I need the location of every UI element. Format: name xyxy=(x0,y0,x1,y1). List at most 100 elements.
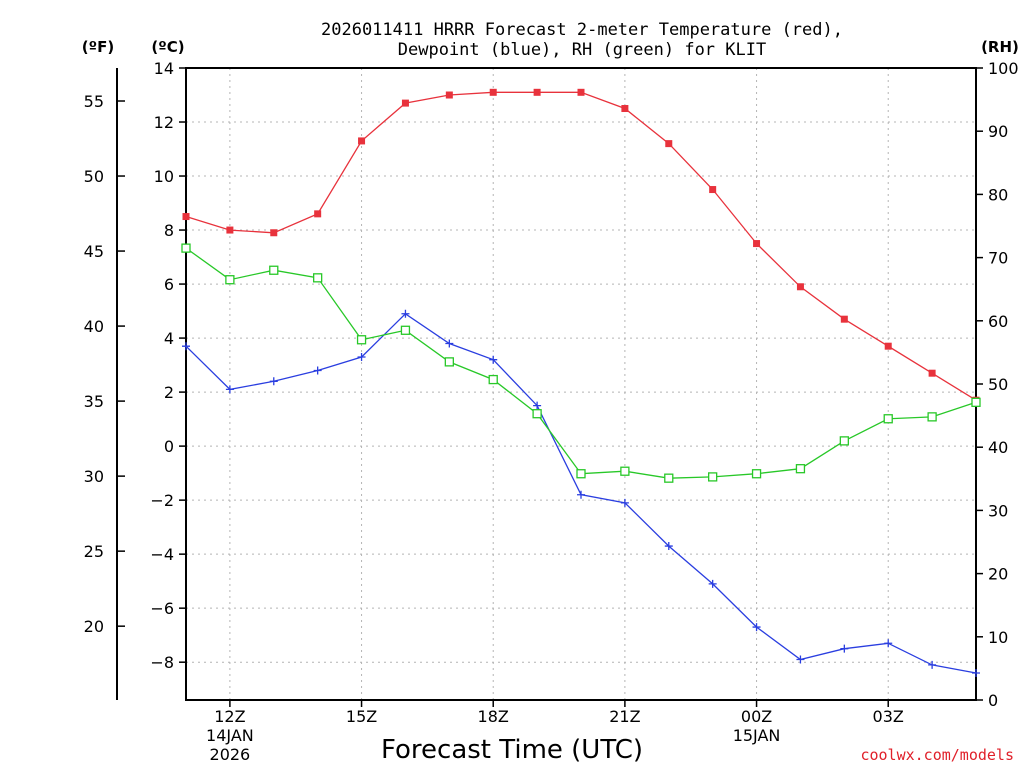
temperature-point xyxy=(270,229,278,237)
fahrenheit-tick-label: 55 xyxy=(84,92,104,111)
rh-tick-label: 50 xyxy=(988,375,1008,394)
temperature-point xyxy=(709,186,717,194)
rh-point xyxy=(620,466,630,476)
fahrenheit-tick-label: 25 xyxy=(84,542,104,561)
temperature-point xyxy=(489,88,497,96)
x-date-label: 14JAN xyxy=(206,726,254,745)
gridlines xyxy=(186,67,976,700)
celsius-tick-label: −6 xyxy=(150,599,174,618)
temperature-point xyxy=(182,213,190,221)
rh-tick-label: 10 xyxy=(988,628,1008,647)
dewpoint-point xyxy=(401,309,410,318)
rh-tick-label: 80 xyxy=(988,185,1008,204)
temperature-series xyxy=(182,88,980,404)
celsius-unit-label: (ºC) xyxy=(151,38,184,56)
dewpoint-point xyxy=(577,490,585,499)
dewpoint-point xyxy=(620,498,629,507)
rh-tick-label: 90 xyxy=(988,122,1008,141)
plot-frame xyxy=(185,67,977,701)
rh-tick-label: 30 xyxy=(988,501,1008,520)
dewpoint-series xyxy=(182,309,980,677)
celsius-tick-label: 10 xyxy=(154,167,174,186)
rh-point xyxy=(971,397,981,407)
celsius-tick-label: −2 xyxy=(150,491,174,510)
temperature-point xyxy=(928,369,936,377)
dewpoint-point xyxy=(840,644,849,653)
dewpoint-point xyxy=(533,401,542,410)
rh-tick-label: 60 xyxy=(988,312,1008,331)
rh-point xyxy=(356,335,367,345)
temperature-point xyxy=(796,283,804,291)
rh-tick-label: 70 xyxy=(988,249,1008,268)
fahrenheit-tick-label: 20 xyxy=(84,617,104,636)
celsius-tick-label: 2 xyxy=(164,383,174,402)
x-axis-title: Forecast Time (UTC) xyxy=(381,735,643,765)
temperature-point xyxy=(840,315,848,323)
dewpoint-point xyxy=(445,339,454,348)
rh-point xyxy=(751,469,762,479)
tick-labels: −8 −6 −4 −2 0 2 4 6 8 10 12 14 20 25 30 35 40 45 50 55 0 10 20… xyxy=(84,59,1019,764)
rh-point xyxy=(269,265,279,275)
fahrenheit-unit-label: (ºF) xyxy=(82,38,114,56)
dewpoint-point xyxy=(182,342,190,351)
fahrenheit-tick-label: 30 xyxy=(84,467,104,486)
temperature-point xyxy=(753,240,761,248)
temperature-point xyxy=(533,88,541,96)
credit-link[interactable]: coolwx.com/models xyxy=(860,746,1014,764)
chart-title-line-2: Dewpoint (blue), RH (green) for KLIT xyxy=(398,40,766,60)
rh-point xyxy=(313,273,323,283)
celsius-tick-label: −4 xyxy=(150,545,174,564)
dewpoint-point xyxy=(269,377,278,386)
celsius-tick-label: 8 xyxy=(164,221,174,240)
celsius-tick-label: 0 xyxy=(164,437,174,456)
celsius-tick-label: 4 xyxy=(164,329,174,348)
dewpoint-point xyxy=(489,355,498,364)
rh-point xyxy=(444,357,454,367)
fahrenheit-tick-label: 35 xyxy=(84,392,104,411)
series-layer xyxy=(181,88,981,677)
x-tick-label: 18Z xyxy=(478,707,509,726)
x-tick-label: 03Z xyxy=(873,707,904,726)
rh-unit-label: (RH) xyxy=(981,38,1019,56)
rh-line xyxy=(185,247,977,479)
dewpoint-point xyxy=(664,542,673,551)
dewpoint-point xyxy=(928,660,937,669)
celsius-tick-label: 14 xyxy=(154,59,174,78)
dewpoint-point xyxy=(708,579,717,588)
x-tick-label: 21Z xyxy=(609,707,640,726)
temperature-point xyxy=(884,342,892,350)
rh-point xyxy=(664,473,674,483)
rh-tick-label: 100 xyxy=(988,59,1019,78)
x-date-label: 15JAN xyxy=(733,726,781,745)
dewpoint-point xyxy=(884,639,893,648)
rh-point xyxy=(181,243,191,253)
x-tick-label: 12Z xyxy=(214,707,245,726)
chart-title-line-1: 2026011411 HRRR Forecast 2-meter Tempera… xyxy=(321,20,843,40)
rh-point xyxy=(708,472,718,482)
rh-point xyxy=(927,412,937,422)
dewpoint-point xyxy=(313,366,322,375)
celsius-tick-label: 12 xyxy=(154,113,174,132)
rh-tick-label: 0 xyxy=(988,691,998,710)
fahrenheit-tick-label: 50 xyxy=(84,167,104,186)
dewpoint-point xyxy=(357,352,366,361)
temperature-point xyxy=(358,137,366,145)
fahrenheit-tick-label: 45 xyxy=(84,242,104,261)
x-tick-label: 00Z xyxy=(741,707,772,726)
rh-point xyxy=(839,436,849,446)
rh-series xyxy=(181,243,981,483)
dewpoint-point xyxy=(972,668,980,677)
rh-tick-label: 40 xyxy=(988,438,1008,457)
axes xyxy=(116,67,983,707)
rh-point xyxy=(532,409,542,419)
dewpoint-point xyxy=(752,623,761,632)
rh-point xyxy=(576,469,586,479)
temperature-point xyxy=(577,88,585,96)
dewpoint-point xyxy=(796,655,805,664)
rh-point xyxy=(400,325,411,335)
rh-tick-label: 20 xyxy=(988,565,1008,584)
dewpoint-point xyxy=(225,385,234,394)
temperature-point xyxy=(226,226,234,234)
temperature-point xyxy=(445,91,453,99)
